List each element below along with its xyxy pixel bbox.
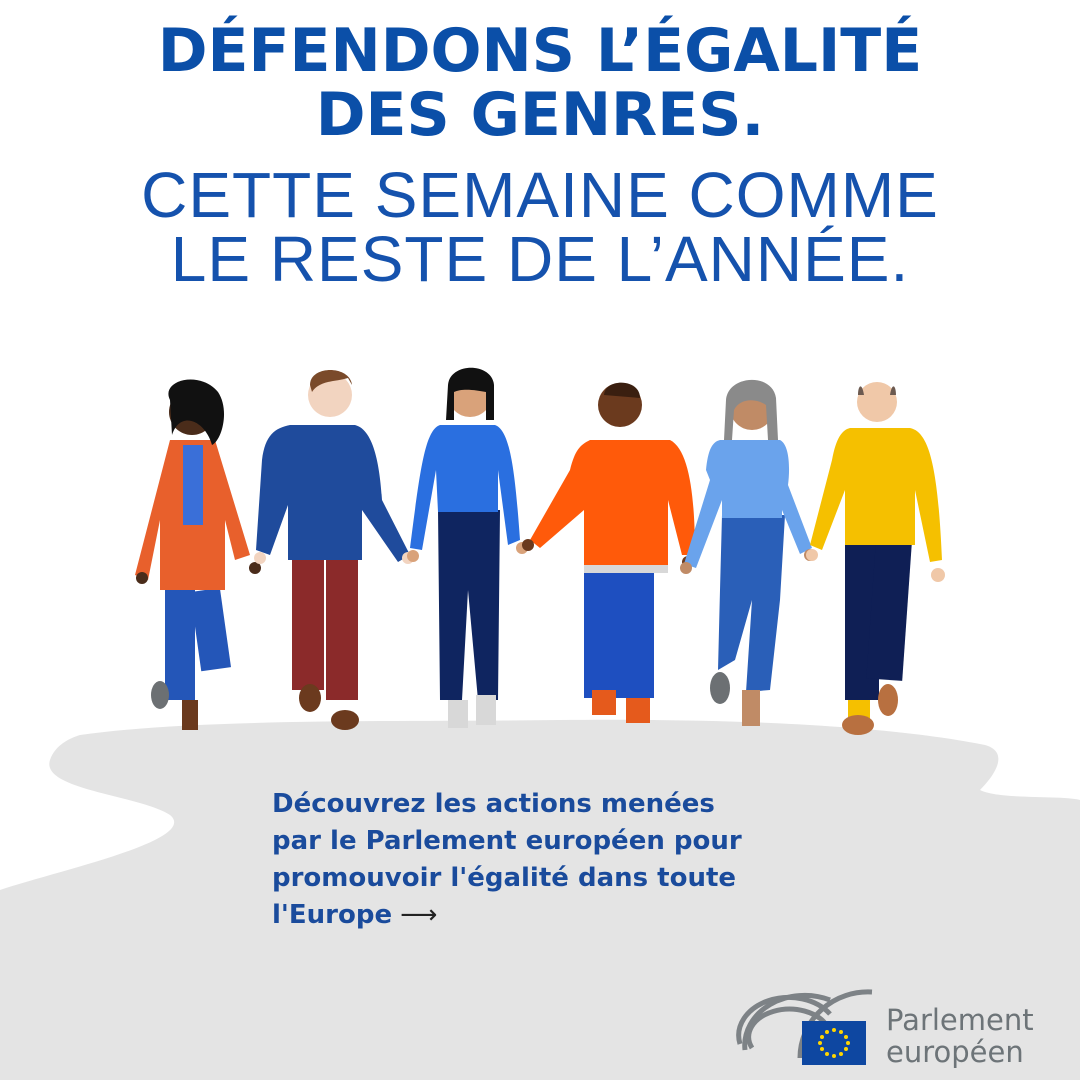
person-1: [135, 379, 261, 730]
headline-line-1: DÉFENDONS L’ÉGALITÉ: [157, 16, 923, 86]
subheadline-line-2: LE RESTE DE L’ANNÉE.: [170, 223, 910, 295]
person-4: [522, 382, 695, 723]
logo-line-1: Parlement: [886, 1003, 1034, 1037]
arrow-right-icon: ⟶: [400, 900, 438, 930]
logo-line-2: européen: [886, 1035, 1024, 1069]
ground-shape: [0, 719, 1080, 1080]
body-line-4: l'Europe: [272, 900, 393, 930]
body-line-2: par le Parlement européen pour: [272, 826, 742, 856]
subheadline-line-1: CETTE SEMAINE COMME: [141, 159, 939, 231]
body-line-1: Découvrez les actions menées: [272, 789, 715, 819]
person-3: [407, 367, 528, 728]
person-6: [806, 382, 945, 735]
eu-stars: [818, 1028, 850, 1058]
body-line-3: promouvoir l'égalité dans toute: [272, 863, 737, 893]
european-parliament-logo: [736, 989, 873, 1065]
logo-text: Parlement européen: [886, 1004, 1034, 1068]
headline-line-2: DES GENRES.: [315, 80, 765, 150]
call-to-action-text[interactable]: Découvrez les actions menées par le Parl…: [272, 786, 832, 934]
person-2: [254, 370, 414, 730]
eu-flag-icon: [802, 1021, 866, 1065]
hemicycle-icon: [736, 989, 873, 1059]
person-5: [680, 379, 816, 726]
